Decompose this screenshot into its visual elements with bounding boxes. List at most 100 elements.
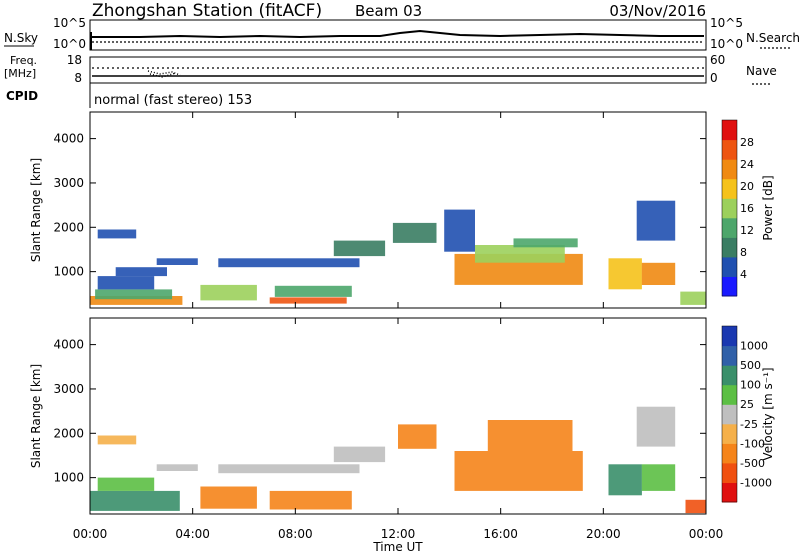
velocity-echo-region-12: [641, 464, 676, 491]
power-colorbar-swatch-0: [722, 276, 737, 297]
power-colorbar-tick-5: 24: [740, 158, 754, 171]
cpid-label: CPID: [6, 89, 38, 103]
power-colorbar: 4 8 12 16 20 24 28 Power [dB]: [721, 119, 775, 297]
velocity-echo-region-11: [608, 464, 642, 496]
cpid-text: normal (fast stereo) 153: [94, 93, 252, 108]
power-ytick-label-0: 1000: [53, 265, 84, 279]
velocity-echo-region-3: [97, 435, 137, 445]
velocity-echo-region-14: [685, 499, 706, 514]
station-title: Zhongshan Station (fitACF): [92, 1, 322, 21]
power-colorbar-swatch-1: [722, 256, 737, 277]
velocity-echo-region-1: [97, 477, 155, 491]
velocity-colorbar-frame: [721, 325, 738, 503]
power-panel: 1000 2000 3000 4000 Slant Range [km]: [29, 111, 707, 309]
beam-label: Beam 03: [355, 2, 422, 20]
freq-panel-frame: [89, 56, 707, 84]
velocity-echo-region-7: [333, 446, 386, 463]
velocity-colorbar: 1000 500 100 25 -25 -100 -500 -1000 Velocity [m …: [721, 325, 775, 503]
xtick-label-6: 00:00: [689, 527, 724, 541]
power-colorbar-swatch-6: [722, 159, 737, 180]
velocity-echo-region-2: [156, 464, 198, 471]
power-colorbar-tick-1: 8: [740, 246, 747, 259]
power-colorbar-tick-2: 12: [740, 224, 754, 237]
power-echo-region-8: [274, 285, 352, 297]
power-ylabel: Slant Range [km]: [29, 158, 43, 262]
power-echo-region-18: [636, 200, 676, 241]
velocity-colorbar-swatch-8: [722, 326, 737, 347]
nsky-tick-bottom: 10^0: [53, 37, 86, 51]
power-ytick-label-1: 2000: [53, 220, 84, 234]
velocity-colorbar-tick-2: 100: [740, 379, 761, 392]
velocity-colorbar-swatch-3: [722, 423, 737, 444]
nave-label: Nave: [746, 64, 777, 78]
power-echo-region-6: [200, 284, 257, 301]
velocity-colorbar-tick-0: 1000: [740, 340, 768, 353]
power-echo-region-14: [513, 238, 578, 248]
xtick-label-0: 00:00: [73, 527, 108, 541]
velocity-colorbar-tick-1: 500: [740, 359, 761, 372]
nsky-trace: [92, 29, 704, 39]
velocity-colorbar-swatch-4: [722, 404, 737, 425]
velocity-colorbar-swatch-7: [722, 345, 737, 366]
power-echo-region-1: [95, 289, 173, 300]
velocity-colorbar-swatch-0: [722, 482, 737, 503]
power-echo-region-17: [641, 262, 676, 285]
velocity-colorbar-label: Velocity [m s⁻¹]: [761, 367, 775, 460]
power-colorbar-swatch-3: [722, 217, 737, 238]
velocity-colorbar-swatch-2: [722, 443, 737, 464]
freq-tick-bottom: 8: [74, 71, 82, 85]
nsearch-tick-top: 10^5: [710, 16, 743, 30]
velocity-echo-region-10: [487, 420, 573, 451]
xtick-label-1: 04:00: [175, 527, 210, 541]
power-colorbar-label: Power [dB]: [761, 175, 775, 240]
power-ytick-label-2: 3000: [53, 176, 84, 190]
velocity-ytick-label-0: 1000: [53, 471, 84, 485]
power-echo-region-3: [115, 267, 167, 277]
freq-tick-top: 18: [67, 53, 82, 67]
x-axis-title: Time UT: [372, 540, 423, 554]
nsky-tick-top: 10^5: [53, 16, 86, 30]
xtick-label-5: 20:00: [586, 527, 621, 541]
xtick-label-3: 12:00: [381, 527, 416, 541]
power-ytick-label-3: 4000: [53, 132, 84, 146]
power-colorbar-swatch-4: [722, 198, 737, 219]
power-echo-region-0: [90, 296, 183, 305]
power-colorbar-tick-0: 4: [740, 268, 747, 281]
velocity-colorbar-tick-5: -100: [740, 437, 765, 450]
velocity-echo-region-9: [454, 451, 583, 491]
power-colorbar-swatch-5: [722, 178, 737, 199]
velocity-echo-region-13: [636, 406, 676, 447]
power-echo-region-19: [680, 291, 706, 305]
date-label: 03/Nov/2016: [609, 2, 706, 20]
power-colorbar-frame: [721, 119, 738, 297]
nave-tick-top: 60: [710, 53, 725, 67]
xtick-label-2: 08:00: [278, 527, 313, 541]
velocity-ytick-label-1: 2000: [53, 426, 84, 440]
power-echo-region-9: [218, 258, 360, 268]
nsearch-tick-bottom: 10^0: [710, 37, 743, 51]
velocity-echo-region-0: [90, 490, 180, 511]
velocity-ytick-label-2: 3000: [53, 382, 84, 396]
nsearch-label: N.Search: [746, 31, 800, 45]
velocity-panel: 1000 2000 3000 4000 00:00 04:00 08:00 12:00 16:0…: [29, 317, 724, 541]
velocity-colorbar-tick-7: -1000: [740, 476, 772, 489]
nave-tick-bottom: 0: [710, 71, 718, 85]
velocity-colorbar-swatch-6: [722, 365, 737, 386]
power-echo-region-10: [333, 240, 386, 257]
velocity-echo-region-4: [200, 486, 257, 509]
velocity-ylabel: Slant Range [km]: [29, 364, 43, 468]
power-colorbar-swatch-8: [722, 120, 737, 141]
power-echo-region-13: [475, 245, 565, 263]
nsky-label: N.Sky: [4, 31, 38, 45]
power-colorbar-swatch-7: [722, 139, 737, 160]
velocity-colorbar-tick-6: -500: [740, 457, 765, 470]
power-echo-region-16: [608, 258, 642, 290]
power-echo-region-5: [97, 229, 137, 239]
velocity-echo-region-6: [218, 464, 360, 474]
power-colorbar-swatch-2: [722, 237, 737, 258]
velocity-colorbar-swatch-5: [722, 384, 737, 405]
velocity-colorbar-swatch-1: [722, 462, 737, 483]
velocity-ytick-label-3: 4000: [53, 338, 84, 352]
power-echo-region-2: [97, 276, 155, 290]
